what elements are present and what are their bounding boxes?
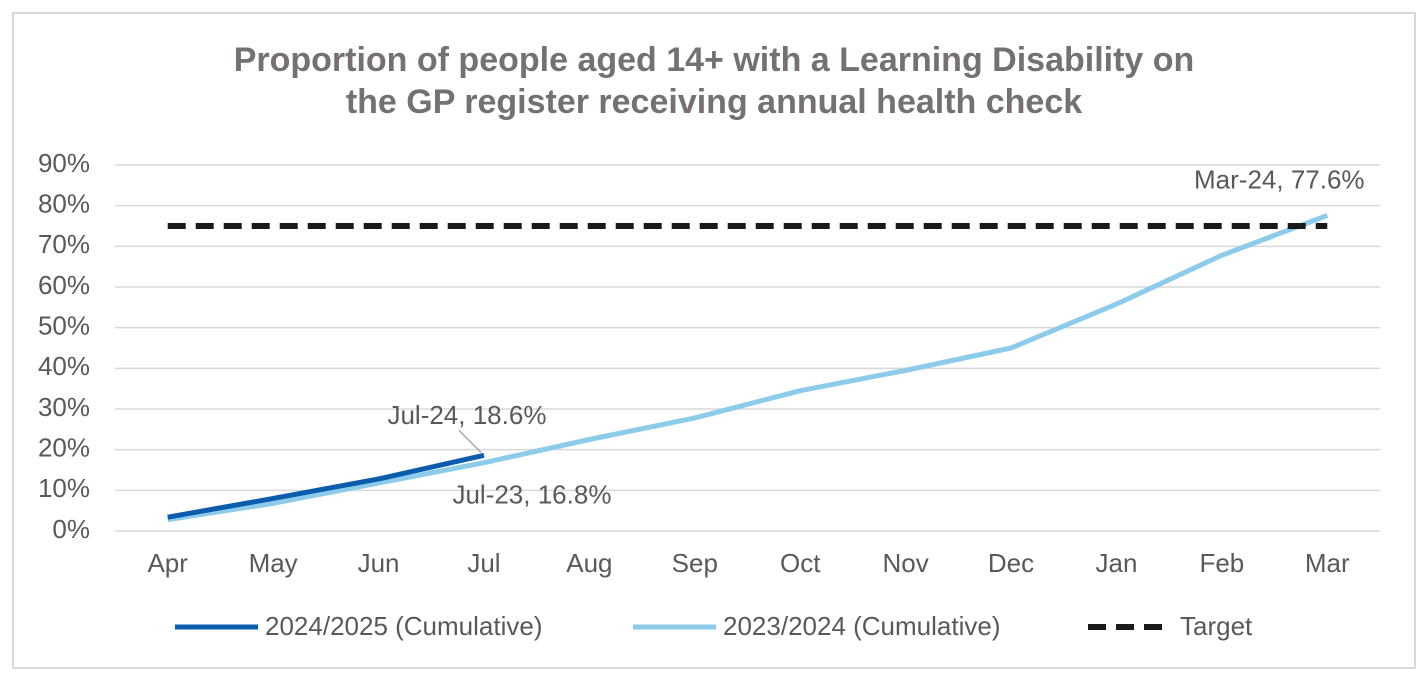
data-label: Mar-24, 77.6% <box>1194 164 1365 194</box>
leader-line <box>458 429 482 453</box>
y-tick-label: 90% <box>38 148 90 178</box>
y-tick-label: 40% <box>38 351 90 381</box>
y-tick-label: 10% <box>38 473 90 503</box>
x-tick-label: Jun <box>358 548 400 578</box>
y-tick-label: 20% <box>38 433 90 463</box>
x-tick-label: Apr <box>147 548 188 578</box>
x-tick-label: Oct <box>780 548 821 578</box>
y-tick-label: 0% <box>52 514 90 544</box>
x-tick-label: May <box>249 548 298 578</box>
y-tick-label: 50% <box>38 311 90 341</box>
x-tick-label: Dec <box>988 548 1034 578</box>
x-tick-label: Aug <box>566 548 612 578</box>
y-tick-label: 80% <box>38 189 90 219</box>
data-label: Jul-24, 18.6% <box>387 400 546 430</box>
x-tick-label: Mar <box>1305 548 1350 578</box>
legend-label: 2024/2025 (Cumulative) <box>265 611 543 641</box>
series-line <box>167 213 1329 523</box>
x-tick-label: Nov <box>883 548 929 578</box>
legend-label: 2023/2024 (Cumulative) <box>723 611 1001 641</box>
data-label: Jul-23, 16.8% <box>452 480 611 510</box>
y-tick-label: 30% <box>38 392 90 422</box>
series-line <box>167 452 485 520</box>
x-tick-label: Jul <box>467 548 500 578</box>
x-tick-label: Sep <box>672 548 718 578</box>
y-tick-label: 70% <box>38 229 90 259</box>
chart-title: Proportion of people aged 14+ with a Lea… <box>234 41 1195 79</box>
legend-label: Target <box>1180 611 1253 641</box>
y-tick-label: 60% <box>38 270 90 300</box>
x-tick-label: Feb <box>1199 548 1244 578</box>
chart-border <box>12 12 1416 669</box>
x-tick-label: Jan <box>1095 548 1137 578</box>
chart-title: the GP register receiving annual health … <box>346 83 1082 121</box>
